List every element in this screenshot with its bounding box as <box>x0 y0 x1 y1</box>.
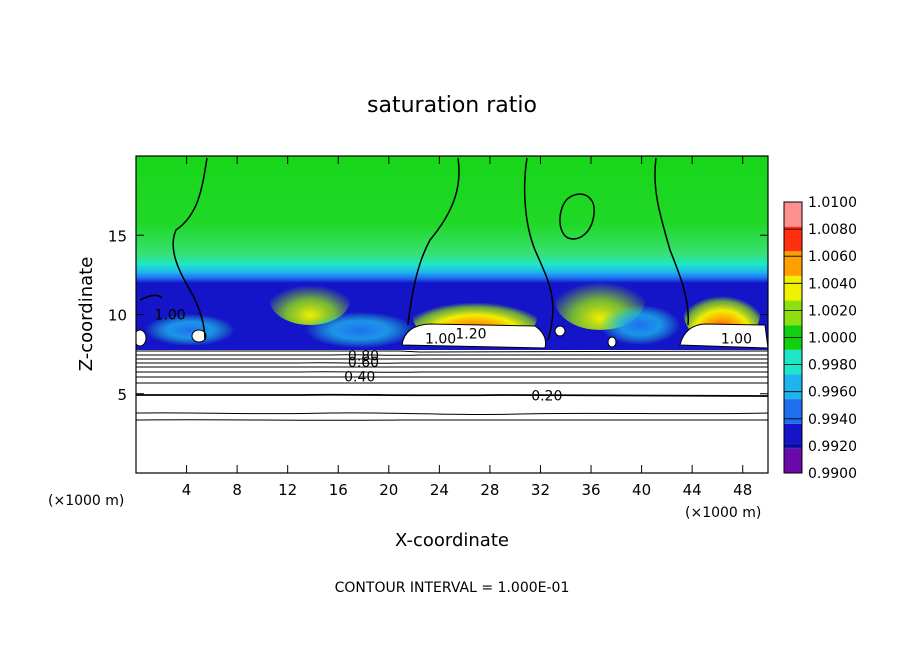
colorbar-segment <box>784 275 802 301</box>
contour-label: 1.20 <box>455 327 486 343</box>
x-unit-right: (×1000 m) <box>685 505 761 521</box>
colorbar-label: 0.9900 <box>808 466 857 482</box>
colorbar-segment <box>784 226 802 252</box>
contour-lines-lower <box>136 350 768 421</box>
colorbar-label: 1.0040 <box>808 276 857 292</box>
y-tick-label: 15 <box>108 227 127 245</box>
x-tick-label: 28 <box>480 481 499 499</box>
colorbar-label: 0.9940 <box>808 412 857 428</box>
x-unit-left: (×1000 m) <box>48 493 124 509</box>
x-tick-label: 44 <box>683 481 702 499</box>
contour-label: 1.00 <box>721 331 752 347</box>
colorbar-label: 0.9980 <box>808 358 857 374</box>
cloud-region <box>136 329 147 347</box>
contour-label: 0.20 <box>531 388 562 404</box>
x-tick-label: 20 <box>379 481 398 499</box>
y-tick-label: 10 <box>108 307 127 325</box>
y-tick-label: 5 <box>117 386 127 404</box>
footer-contour-interval: CONTOUR INTERVAL = 1.000E-01 <box>335 580 570 596</box>
colorbar-label: 1.0080 <box>808 222 857 238</box>
colorbar-label: 1.0020 <box>808 303 857 319</box>
plot-area <box>136 156 768 473</box>
cold-patch <box>305 312 415 348</box>
x-tick-label: 8 <box>232 481 242 499</box>
x-tick-label: 24 <box>430 481 449 499</box>
cold-patch <box>145 314 235 346</box>
colorbar-segment <box>784 349 802 375</box>
cloud-region <box>554 325 566 337</box>
colorbar-segment <box>784 399 802 424</box>
contour-label: 0.60 <box>348 355 379 371</box>
contour-label: 0.80 <box>348 349 379 365</box>
x-tick-label: 48 <box>733 481 752 499</box>
colorbar-segment <box>784 300 802 326</box>
cloud-region <box>401 323 546 349</box>
colorbar-label: 0.9920 <box>808 439 857 455</box>
colorbar-label: 1.0000 <box>808 331 857 347</box>
y-axis-label: Z-coordinate <box>76 257 97 372</box>
colorbar-label: 0.9960 <box>808 385 857 401</box>
colorbar-segment <box>784 202 802 227</box>
x-axis-label: X-coordinate <box>395 530 509 551</box>
x-tick-label: 12 <box>278 481 297 499</box>
colorbar: 0.9900 0.9920 0.9940 0.9960 0.9980 1.0000 1.00… <box>783 195 857 482</box>
x-axis: 4 8 12 16 20 24 28 32 36 40 44 48 <box>182 156 752 499</box>
colorbar-segment <box>784 423 802 449</box>
x-tick-label: 36 <box>581 481 600 499</box>
y-axis: 5 10 15 <box>108 227 768 404</box>
contour-label: 1.00 <box>425 331 456 347</box>
cloud-region <box>607 336 617 348</box>
contour-label: 0.40 <box>344 369 375 385</box>
colorbar-label: 1.0100 <box>808 195 857 211</box>
x-tick-label: 40 <box>632 481 651 499</box>
cloud-region <box>679 323 768 349</box>
colorbar-segment <box>784 448 802 473</box>
warm-patch <box>270 275 350 325</box>
chart-title: saturation ratio <box>367 93 537 118</box>
colorbar-segment <box>784 374 802 400</box>
contour-labels: 1.001.00 1.20 1.000.800.600.400.20 <box>155 308 752 405</box>
contour-label: 1.00 <box>155 308 186 324</box>
x-tick-label: 16 <box>329 481 348 499</box>
cloud-region <box>191 329 207 343</box>
contour-lines-upper <box>139 157 689 341</box>
colorbar-segment <box>784 251 802 276</box>
x-tick-label: 4 <box>182 481 192 499</box>
colorbar-label: 1.0060 <box>808 249 857 265</box>
x-tick-label: 32 <box>531 481 550 499</box>
cold-patch <box>600 305 680 345</box>
